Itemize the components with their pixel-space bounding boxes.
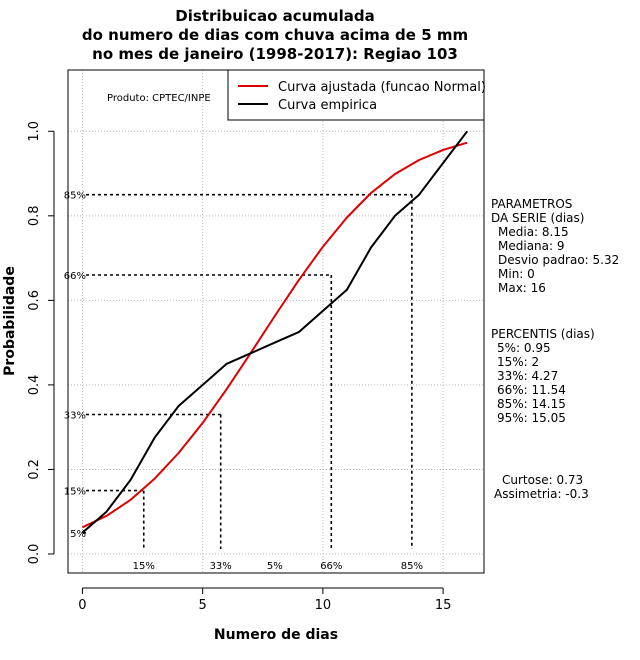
percentil-5: 5%: 0.95 xyxy=(497,341,551,355)
percentil-15: 15%: 2 xyxy=(497,355,539,369)
y-tick-label-4: 0.8 xyxy=(27,205,42,226)
marker-y-label-0: 5% xyxy=(70,529,86,540)
percentil-33: 33%: 4.27 xyxy=(497,369,558,383)
legend-label-fitted: Curva ajustada (funcao Normal) xyxy=(278,80,486,95)
x-tick-label-0: 0 xyxy=(78,598,86,613)
legend-box xyxy=(227,69,485,121)
chart-title-line-2: do numero de dias com chuva acima de 5 m… xyxy=(82,26,468,44)
legend: Curva ajustada (funcao Normal) Curva emp… xyxy=(227,69,486,121)
param-max: Max: 16 xyxy=(498,281,546,295)
y-tick-label-3: 0.6 xyxy=(27,290,42,311)
param-mediana: Mediana: 9 xyxy=(498,239,565,253)
marker-x-label-3: 66% xyxy=(320,561,342,572)
plot-frame xyxy=(67,69,485,574)
x-tick-label-1: 5 xyxy=(199,598,207,613)
percentile-markers: 5% 15% 33% 66% 85% 15% 33% 5% 66% 85% xyxy=(64,191,423,572)
marker-y-label-1: 15% xyxy=(64,487,86,498)
y-axis-title: Probabilidade xyxy=(2,266,18,376)
product-annotation: Produto: CPTEC/INPE xyxy=(107,93,211,104)
marker-y-label-3: 66% xyxy=(64,271,86,282)
percentis-title: PERCENTIS (dias) xyxy=(491,327,595,341)
chart-title-line-1: Distribuicao acumulada xyxy=(175,7,374,25)
percentil-95: 95%: 15.05 xyxy=(497,411,566,425)
x-tick-label-3: 15 xyxy=(435,598,452,613)
assimetria: Assimetria: -0.3 xyxy=(494,487,589,501)
parametros-title-2: DA SERIE (dias) xyxy=(491,211,584,225)
side-panel: PARAMETROS DA SERIE (dias) Media: 8.15 M… xyxy=(491,197,619,501)
marker-x-label-2: 5% xyxy=(267,561,283,572)
param-min: Min: 0 xyxy=(498,267,535,281)
grid-lines xyxy=(68,70,484,573)
y-tick-label-2: 0.4 xyxy=(27,375,42,396)
parametros-title-1: PARAMETROS xyxy=(491,197,572,211)
chart-title-line-3: no mes de janeiro (1998-2017): Regiao 10… xyxy=(92,45,458,63)
marker-y-label-2: 33% xyxy=(64,410,86,421)
empirical-curve xyxy=(81,130,468,534)
legend-label-empirical: Curva empirica xyxy=(278,98,377,113)
fitted-normal-curve xyxy=(81,141,468,529)
y-tick-label-0: 0.0 xyxy=(27,544,42,565)
marker-x-label-0: 15% xyxy=(133,561,155,572)
y-tick-label-1: 0.2 xyxy=(27,459,42,480)
x-tick-label-2: 10 xyxy=(315,598,332,613)
marker-x-label-4: 85% xyxy=(401,561,423,572)
percentil-66: 66%: 11.54 xyxy=(497,383,566,397)
series-lines xyxy=(81,130,468,534)
param-media: Media: 8.15 xyxy=(498,225,569,239)
y-tick-label-5: 1.0 xyxy=(27,121,42,142)
marker-x-label-1: 33% xyxy=(210,561,232,572)
x-axis-title: Numero de dias xyxy=(214,627,338,643)
marker-y-label-4: 85% xyxy=(64,191,86,202)
curtose: Curtose: 0.73 xyxy=(502,473,583,487)
axes: 0 5 10 15 0.0 0.2 0.4 0.6 0.8 1.0 xyxy=(27,121,451,613)
percentil-85: 85%: 14.15 xyxy=(497,397,566,411)
param-desvio: Desvio padrao: 5.32 xyxy=(498,253,619,267)
